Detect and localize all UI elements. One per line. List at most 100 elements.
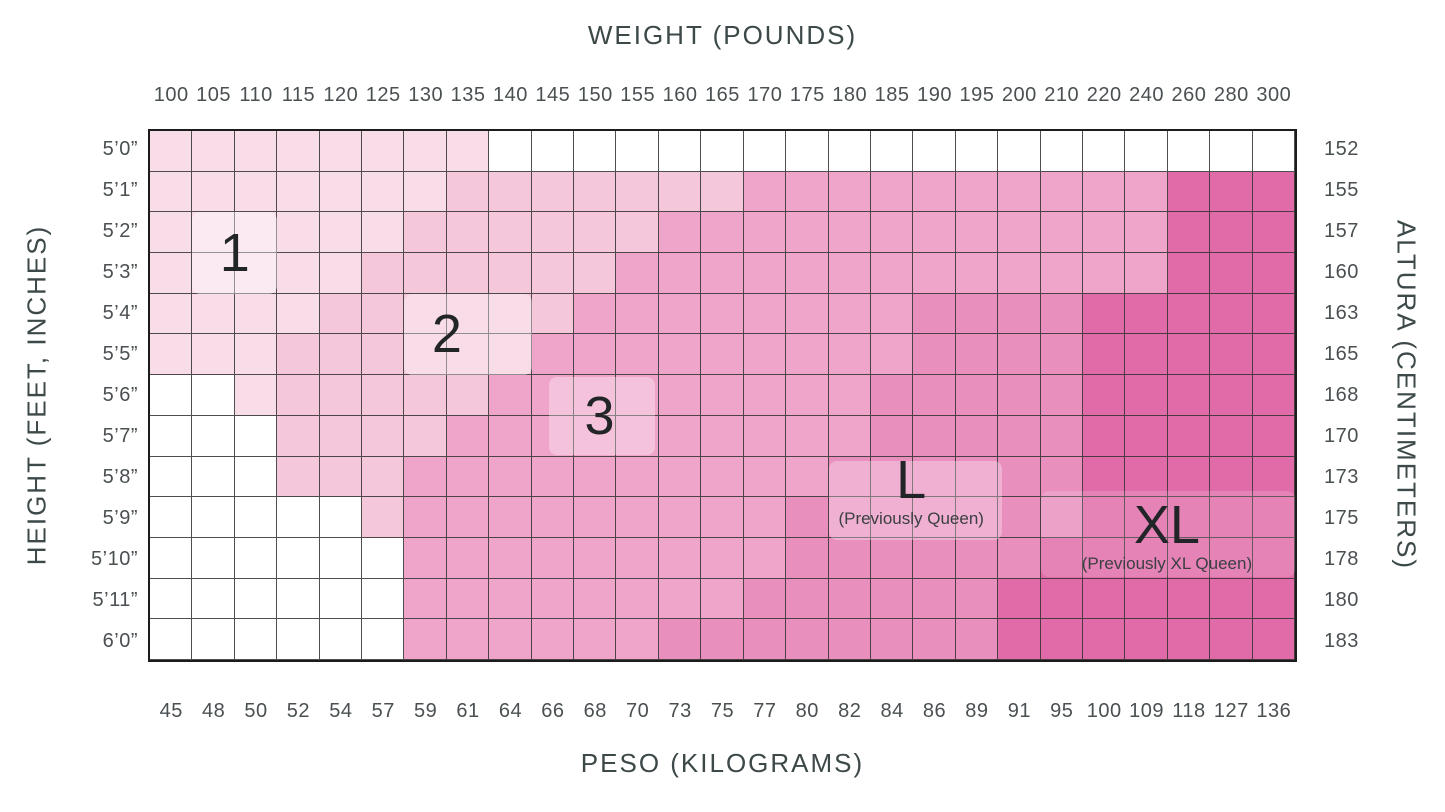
grid-cell — [743, 537, 787, 579]
weight-kg-tick: 50 — [244, 700, 268, 722]
height-cm-tick: 170 — [1324, 425, 1359, 447]
grid-cell — [362, 293, 405, 335]
grid-cell — [234, 171, 278, 213]
grid-cell — [1167, 212, 1211, 254]
grid-cell — [701, 497, 744, 538]
grid-cell — [616, 537, 659, 579]
grid-cell — [913, 537, 956, 579]
weight-kg-tick: 75 — [710, 700, 735, 722]
grid-cell — [701, 375, 744, 416]
grid-cell — [828, 253, 871, 294]
weight-kg-tick: 100 — [1086, 700, 1122, 722]
grid-cell — [150, 212, 193, 254]
grid-cell — [828, 578, 871, 620]
grid-cell — [192, 578, 235, 620]
weight-lbs-tick: 165 — [705, 84, 740, 106]
grid-cell — [955, 415, 999, 457]
grid-cell — [1125, 131, 1168, 172]
grid-cell — [150, 171, 193, 213]
grid-cell — [1252, 415, 1295, 457]
grid-cell — [743, 578, 787, 620]
grid-cell — [955, 456, 999, 498]
grid-cell — [234, 212, 278, 254]
weight-kg-tick: 82 — [838, 700, 862, 722]
grid-cell — [616, 578, 659, 620]
grid-cell — [362, 415, 405, 457]
height-ftin-tick: 5’11” — [92, 589, 138, 611]
grid-cell — [150, 293, 193, 335]
grid-cell — [574, 375, 617, 416]
grid-cell — [1125, 253, 1168, 294]
weight-kg-tick: 109 — [1129, 700, 1164, 722]
grid-cell — [319, 578, 363, 620]
grid-cell — [150, 578, 193, 620]
grid-cell — [150, 131, 193, 172]
grid-cell — [701, 171, 744, 213]
grid-cell — [404, 253, 447, 294]
weight-kg-tick: 59 — [414, 700, 438, 722]
grid-cell — [913, 171, 956, 213]
grid-cell — [1125, 212, 1168, 254]
grid-cell — [531, 375, 575, 416]
grid-cell — [531, 212, 575, 254]
weight-lbs-tick: 150 — [577, 84, 613, 106]
grid-cell — [913, 415, 956, 457]
grid-cell — [277, 293, 320, 335]
grid-cell — [234, 537, 278, 579]
grid-cell — [574, 497, 617, 538]
height-ftin-tick: 5’3” — [102, 261, 138, 283]
grid-cell — [234, 456, 278, 498]
grid-cell — [489, 537, 532, 579]
grid-cell — [998, 212, 1041, 254]
grid-cell — [1040, 334, 1083, 376]
grid-cell — [1040, 619, 1083, 660]
weight-kg-tick: 118 — [1172, 700, 1206, 722]
grid-cell — [998, 537, 1041, 579]
grid-cell — [489, 253, 532, 294]
grid-cell — [870, 619, 914, 660]
weight-kg-tick: 89 — [965, 700, 989, 722]
grid-cell — [362, 537, 405, 579]
grid-cell — [446, 497, 490, 538]
grid-cell — [1167, 131, 1211, 172]
grid-cell — [362, 253, 405, 294]
grid-cell — [574, 212, 617, 254]
grid-cell — [658, 537, 702, 579]
grid-cell — [1040, 171, 1083, 213]
grid-cell — [192, 293, 235, 335]
grid-cell — [786, 415, 829, 457]
grid-cell — [786, 334, 829, 376]
weight-kg-tick: 95 — [1050, 700, 1074, 722]
grid-cell — [574, 578, 617, 620]
grid-cell — [1167, 497, 1211, 538]
weight-pounds-tick-labels: 100 105 110 115 120 125 130 135 140 145 150 155 160 1… — [150, 82, 1295, 108]
weight-lbs-tick: 300 — [1256, 84, 1292, 106]
grid-cell — [616, 293, 659, 335]
grid-cell — [658, 212, 702, 254]
grid-cell — [786, 212, 829, 254]
grid-cell — [150, 537, 193, 579]
grid-cell — [446, 578, 490, 620]
grid-cell — [743, 619, 787, 660]
weight-lbs-tick: 145 — [535, 84, 571, 106]
grid-cell — [701, 456, 744, 498]
grid-cell — [446, 131, 490, 172]
grid-cell — [150, 253, 193, 294]
height-ftin-tick: 5’2” — [102, 220, 138, 242]
grid-cell — [998, 171, 1041, 213]
grid-cell — [786, 131, 829, 172]
grid-cell — [828, 334, 871, 376]
grid-cell — [531, 171, 575, 213]
grid-cell — [1040, 375, 1083, 416]
grid-cell — [446, 212, 490, 254]
height-cm-tick: 165 — [1324, 343, 1359, 365]
grid-cell — [786, 293, 829, 335]
grid-cell — [658, 171, 702, 213]
grid-cell — [150, 456, 193, 498]
grid-cell — [870, 497, 914, 538]
grid-cell — [489, 375, 532, 416]
weight-lbs-tick: 110 — [239, 84, 273, 106]
grid-cell — [1082, 415, 1126, 457]
grid-cell — [1082, 131, 1126, 172]
height-cm-tick-labels: 152 155 157 160 163 165 168 170 173 175 178 180 183 — [1320, 129, 1410, 662]
